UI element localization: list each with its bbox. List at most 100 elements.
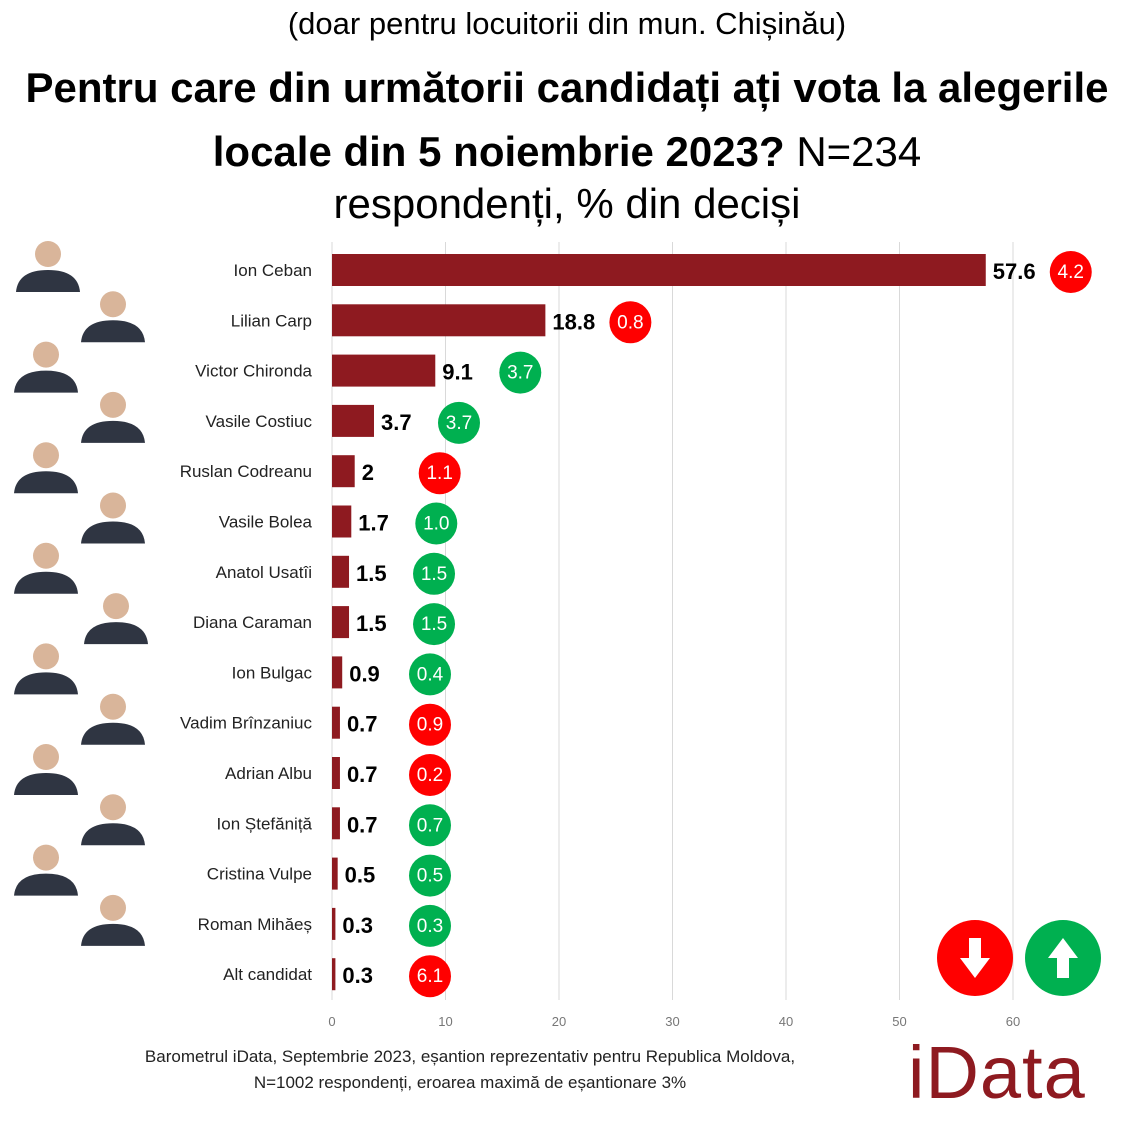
category-label: Vasile Bolea <box>219 513 313 532</box>
bar <box>332 354 436 387</box>
category-label: Roman Mihăeș <box>198 915 312 934</box>
change-label: 1.5 <box>421 564 447 585</box>
change-badge <box>409 804 451 847</box>
change-badge <box>409 703 451 746</box>
data-label: 1.5 <box>356 611 387 636</box>
footer-note: Barometrul iData, Septembrie 2023, eșant… <box>60 1044 880 1096</box>
photo-body <box>16 270 80 292</box>
photo-head <box>103 593 129 620</box>
photo-body <box>81 320 145 343</box>
idata-logo: iData <box>908 1031 1086 1114</box>
category-label: Cristina Vulpe <box>207 865 312 884</box>
data-label: 2 <box>362 460 374 485</box>
x-tick-label: 30 <box>665 1014 679 1029</box>
bar <box>332 606 350 639</box>
photo-body <box>84 622 148 645</box>
change-badge <box>409 653 451 696</box>
change-badge <box>609 301 652 344</box>
x-tick-label: 0 <box>328 1014 335 1029</box>
data-label: 18.8 <box>552 309 595 334</box>
bar <box>332 656 343 689</box>
change-label: 4.2 <box>1058 262 1084 283</box>
change-label: 0.3 <box>417 916 443 937</box>
change-label: 1.0 <box>423 514 449 535</box>
data-label: 0.7 <box>347 712 378 737</box>
change-badge <box>409 955 451 998</box>
change-badge <box>1049 251 1092 293</box>
chart-title: Pentru care din următorii candidați ați … <box>20 56 1114 184</box>
change-badge <box>413 552 456 595</box>
category-label: Adrian Albu <box>225 764 312 783</box>
bar <box>332 907 336 940</box>
title-sample-size: N=234 <box>796 128 922 175</box>
arrow-down-glyph <box>960 938 990 978</box>
photo-body <box>81 722 145 745</box>
change-badge <box>499 351 542 394</box>
change-label: 1.5 <box>421 614 447 635</box>
category-label: Ruslan Codreanu <box>180 462 312 481</box>
x-tick-label: 40 <box>779 1014 793 1029</box>
photo-head <box>33 442 59 469</box>
bar <box>332 555 350 588</box>
category-label: Diana Caraman <box>193 613 312 632</box>
x-tick-label: 60 <box>1006 1014 1020 1029</box>
title-bold: Pentru care din următorii candidați ați … <box>25 64 1109 175</box>
x-tick-label: 50 <box>892 1014 906 1029</box>
change-badge <box>413 603 456 646</box>
photo-head <box>100 693 126 720</box>
category-label: Ion Bulgac <box>232 663 313 682</box>
photo-body <box>81 823 145 846</box>
change-label: 0.9 <box>417 715 443 736</box>
category-label: Vadim Brînzaniuc <box>180 714 312 733</box>
footer-line-2: N=1002 respondenți, eroarea maximă de eș… <box>253 1073 687 1092</box>
change-label: 0.2 <box>417 765 443 786</box>
photo-head <box>100 391 126 418</box>
bar <box>332 404 374 437</box>
category-label: Lilian Carp <box>231 311 312 330</box>
data-label: 0.7 <box>347 762 378 787</box>
photo-head <box>33 844 59 871</box>
data-label: 9.1 <box>442 360 473 385</box>
bar <box>332 304 546 337</box>
photo-body <box>14 773 78 795</box>
photo-head <box>33 341 59 368</box>
category-label: Alt candidat <box>223 965 312 984</box>
bar <box>332 857 338 890</box>
photo-head <box>100 492 126 519</box>
category-label: Anatol Usatîi <box>216 563 312 582</box>
data-label: 0.9 <box>349 661 380 686</box>
photo-body <box>81 923 145 946</box>
data-label: 57.6 <box>993 259 1036 284</box>
change-badge <box>409 904 451 947</box>
bar <box>332 706 340 739</box>
category-label: Vasile Costiuc <box>206 412 313 431</box>
photo-body <box>81 420 145 443</box>
data-label: 0.5 <box>345 863 376 888</box>
photo-head <box>100 794 126 821</box>
photo-body <box>14 873 78 896</box>
photo-head <box>100 894 126 921</box>
change-label: 3.7 <box>446 413 472 434</box>
photo-head <box>33 542 59 569</box>
photo-head <box>33 643 59 670</box>
x-tick-label: 20 <box>552 1014 566 1029</box>
arrow-up-glyph <box>1048 938 1078 978</box>
bar <box>332 455 355 488</box>
x-tick-label: 10 <box>438 1014 452 1029</box>
change-badge <box>418 452 461 495</box>
photo-body <box>81 521 145 544</box>
change-label: 0.4 <box>417 664 444 685</box>
category-label: Ion Ceban <box>234 261 312 280</box>
bar <box>332 254 986 286</box>
chart-subtitle: (doar pentru locuitorii din mun. Chișină… <box>287 6 847 41</box>
data-label: 3.7 <box>381 410 412 435</box>
bar <box>332 958 336 991</box>
data-label: 0.3 <box>342 913 373 938</box>
category-label: Victor Chironda <box>195 362 312 381</box>
footer-line-1: Barometrul iData, Septembrie 2023, eșant… <box>144 1047 796 1066</box>
data-label: 0.3 <box>342 963 373 988</box>
photo-head <box>100 291 126 318</box>
change-label: 0.7 <box>417 815 443 836</box>
change-badge <box>409 854 451 897</box>
